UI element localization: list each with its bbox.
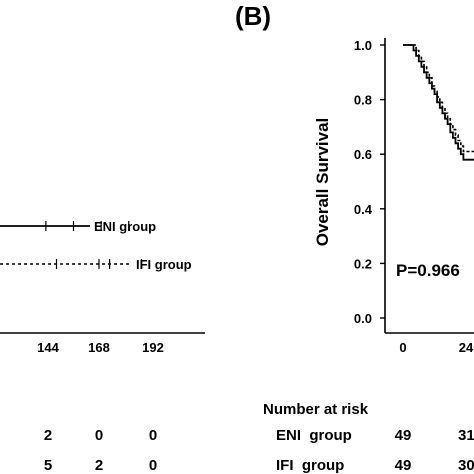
panel-b-risk-ifi-0: 49 xyxy=(395,457,412,474)
panel-a-legend-ifi: IFI group xyxy=(136,257,192,272)
panel-b-eni-curve xyxy=(403,44,474,161)
panel-b-ifi-curve xyxy=(403,44,474,153)
panel-a-x-tick-168: 168 xyxy=(88,340,110,355)
panel-b-risk-eni-0: 49 xyxy=(395,427,412,444)
panel-a: ENI group IFI group 144 168 192 2 0 0 5 … xyxy=(0,219,205,474)
panel-b-x-tick-0: 0 xyxy=(399,340,406,355)
panel-a-risk-r2-c1: 5 xyxy=(44,457,52,474)
panel-a-x-tick-192: 192 xyxy=(142,340,164,355)
panel-a-risk-r2-c3: 0 xyxy=(149,457,157,474)
panel-b-risk-eni-24: 31 xyxy=(458,427,474,444)
panel-b-y-tick-label: 0.4 xyxy=(354,202,373,217)
panel-b-p-value: P=0.966 xyxy=(396,261,460,280)
panel-b-y-tick-label: 0.0 xyxy=(354,311,372,326)
panel-b-risk-label-eni: ENI group xyxy=(276,427,352,444)
panel-b-y-tick-label: 0.6 xyxy=(354,147,372,162)
panel-b-y-ticks: 0.0 0.2 0.4 0.6 0.8 1.0 xyxy=(354,38,385,326)
panel-b-y-tick-label: 0.2 xyxy=(354,256,372,271)
panel-b-y-tick-label: 1.0 xyxy=(354,38,372,53)
panel-a-risk-r2-c2: 2 xyxy=(95,457,103,474)
panel-b: (B) Overall Survival 0.00.20.40.60.81.0 … xyxy=(235,1,474,474)
panel-a-risk-r1-c2: 0 xyxy=(95,427,103,444)
panel-b-x-tick-24: 24 xyxy=(459,340,474,355)
panel-b-label: (B) xyxy=(235,1,271,31)
panel-a-risk-r1-c3: 0 xyxy=(149,427,157,444)
panel-b-risk-ifi-24: 30 xyxy=(458,457,474,474)
panel-b-risk-title: Number at risk xyxy=(263,401,369,418)
panel-a-censor-marks xyxy=(45,221,143,269)
panel-b-risk-label-ifi: IFI group xyxy=(276,457,344,474)
panel-a-legend-eni: ENI group xyxy=(94,219,156,234)
panel-b-y-axis-label: Overall Survival xyxy=(313,118,332,247)
panel-a-x-tick-144: 144 xyxy=(37,340,59,355)
panel-a-risk-r1-c1: 2 xyxy=(44,427,52,444)
panel-b-y-tick-label: 0.8 xyxy=(354,93,372,108)
